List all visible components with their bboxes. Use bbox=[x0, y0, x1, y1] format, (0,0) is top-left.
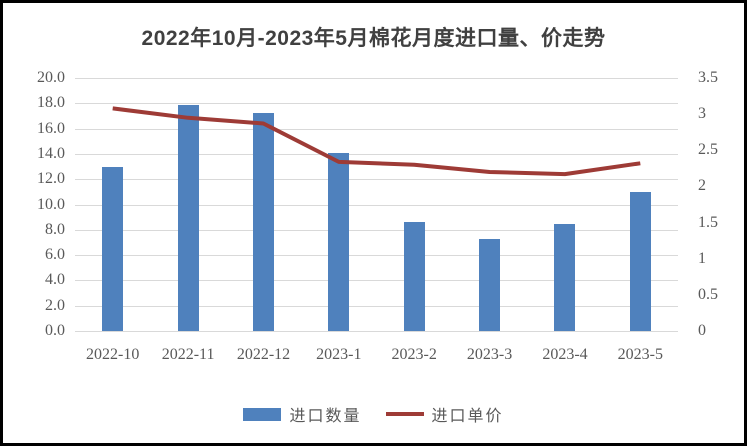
x-axis-tick: 2023-2 bbox=[391, 346, 437, 363]
gridline bbox=[75, 331, 678, 332]
y-axis-right-tick: 3.5 bbox=[698, 69, 718, 86]
x-axis-tick: 2023-3 bbox=[466, 346, 513, 363]
bar bbox=[629, 191, 651, 331]
bar bbox=[328, 152, 350, 331]
bar bbox=[403, 222, 425, 331]
chart-title: 2022年10月-2023年5月棉花月度进口量、价走势 bbox=[141, 27, 606, 50]
y-axis-left-tick: 4.0 bbox=[45, 271, 65, 289]
gridline bbox=[75, 179, 678, 181]
gridline bbox=[75, 255, 678, 257]
x-axis-tick: 2023-5 bbox=[617, 346, 663, 363]
gridline bbox=[75, 280, 678, 282]
y-axis-right-tick: 2.5 bbox=[698, 141, 718, 159]
bar bbox=[554, 223, 576, 331]
bar bbox=[102, 166, 124, 331]
bar bbox=[479, 238, 501, 331]
y-axis-right-tick: 0.5 bbox=[698, 285, 718, 303]
gridline bbox=[75, 103, 678, 105]
y-axis-right-tick: 1 bbox=[698, 249, 706, 267]
y-axis-left: 20.0 18.0 16.0 14.0 12.0 10.0 8.0 6.0 4.0 2.0 0.0 bbox=[3, 70, 65, 339]
y-axis-right-tick: 2 bbox=[698, 177, 706, 195]
price-line bbox=[112, 106, 641, 177]
y-axis-left-tick: 6.0 bbox=[45, 246, 65, 264]
x-axis-tick: 2022-10 bbox=[86, 346, 140, 363]
x-axis: 2022-10 2022-11 2022-12 2023-1 2023-2 2023-3 2… bbox=[75, 344, 678, 366]
legend-item-import-quantity: 进口数量 bbox=[243, 402, 361, 426]
y-axis-right: 3.5 3 2.5 2 1.5 1 0.5 0 bbox=[694, 70, 739, 339]
bar bbox=[252, 113, 274, 331]
legend: 进口数量 进口单价 bbox=[3, 402, 744, 426]
y-axis-left-tick: 2.0 bbox=[45, 296, 65, 314]
y-axis-left-tick: 12.0 bbox=[37, 170, 65, 188]
plot-area bbox=[75, 78, 678, 332]
bar bbox=[177, 104, 199, 331]
y-axis-right-tick: 0 bbox=[698, 322, 706, 339]
y-axis-left-tick: 14.0 bbox=[37, 144, 65, 162]
bar-series-swatch-icon bbox=[243, 407, 282, 421]
gridline bbox=[75, 128, 678, 130]
x-axis-tick: 2022-12 bbox=[236, 346, 291, 363]
legend-item-unit-price: 进口单价 bbox=[385, 402, 504, 426]
y-axis-left-tick: 8.0 bbox=[45, 220, 65, 238]
y-axis-left-tick: 20.0 bbox=[37, 69, 65, 86]
x-axis-tick: 2023-1 bbox=[316, 346, 362, 363]
y-axis-right-tick: 1.5 bbox=[698, 213, 718, 231]
gridline bbox=[75, 153, 678, 155]
gridline bbox=[75, 305, 678, 307]
y-axis-left-tick: 18.0 bbox=[37, 94, 65, 112]
y-axis-left-tick: 16.0 bbox=[37, 119, 65, 137]
x-axis-tick: 2023-4 bbox=[542, 346, 588, 363]
gridline bbox=[75, 229, 678, 231]
y-axis-left-tick: 0.0 bbox=[45, 322, 65, 339]
line-series-swatch-icon bbox=[385, 412, 424, 416]
legend-label-import-quantity: 进口数量 bbox=[289, 408, 362, 425]
gridline bbox=[75, 78, 678, 79]
legend-label-unit-price: 进口单价 bbox=[431, 408, 504, 425]
y-axis-right-tick: 3 bbox=[698, 105, 706, 123]
gridline bbox=[75, 204, 678, 206]
y-axis-left-tick: 10.0 bbox=[37, 195, 65, 213]
x-axis-tick: 2022-11 bbox=[161, 346, 215, 363]
